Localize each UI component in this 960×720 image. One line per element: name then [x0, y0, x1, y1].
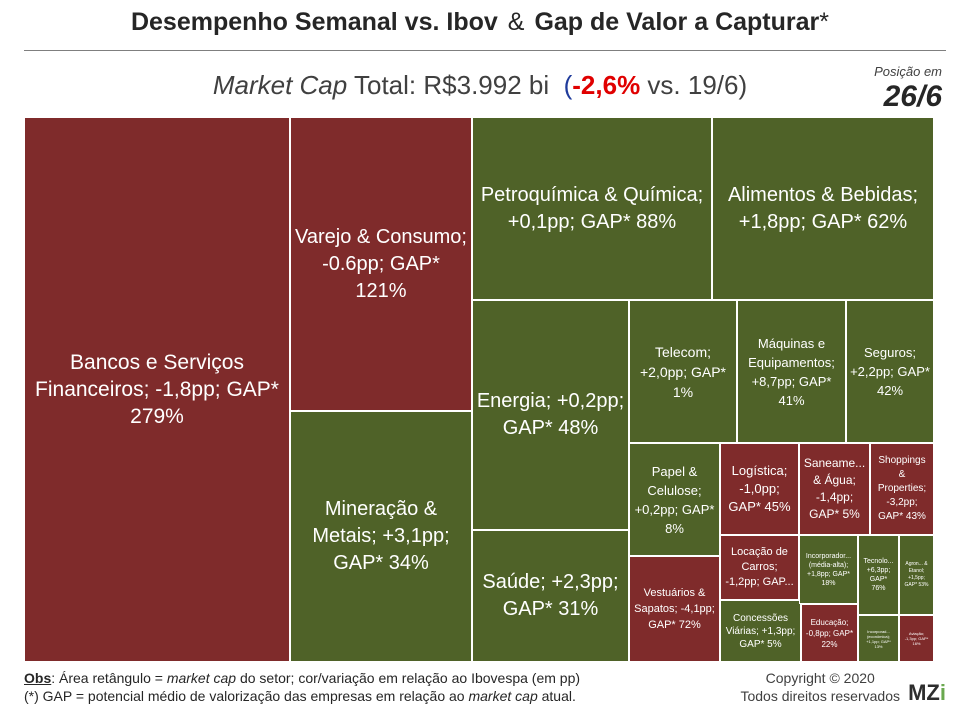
- obs-text-a: : Área retângulo =: [51, 670, 163, 686]
- title-part2: Gap de Valor a Capturar: [534, 8, 820, 36]
- treemap-tile: Telecom; +2,0pp; GAP* 1%: [629, 300, 737, 443]
- treemap-tile: Energia; +0,2pp; GAP* 48%: [472, 300, 629, 530]
- tile-label: Agron... & Etanol; +1,5pp; GAP* 53%: [904, 561, 929, 588]
- treemap-tile: Locação de Carros; -1,2pp; GAP...: [720, 535, 799, 600]
- gap-text-a: (*) GAP = potencial médio de valorização…: [24, 688, 465, 704]
- treemap-tile: Papel & Celulose; +0,2pp; GAP* 8%: [629, 443, 720, 556]
- tile-label: Saneame... & Água; -1,4pp; GAP* 5%: [803, 456, 866, 521]
- tile-label: Energia; +0,2pp; GAP* 48%: [476, 390, 625, 439]
- treemap-tile: Seguros; +2,2pp; GAP* 42%: [846, 300, 934, 443]
- market-cap-subtitle: Market Cap Total: R$3.992 bi (-2,6% vs. …: [0, 70, 960, 101]
- treemap-tile: Incorporador... (média-alta); +1,8pp; GA…: [799, 535, 858, 604]
- copyright-text: Copyright © 2020: [765, 670, 875, 686]
- title-star: *: [819, 8, 830, 36]
- tile-label: Aviação; -1,3pp; GAP* 16%: [904, 631, 929, 646]
- tile-label: Shoppings & Properties; -3,2pp; GAP* 43%: [877, 455, 927, 522]
- tile-label: Incorporad... (econômica); +1,1pp; GAP* …: [866, 628, 891, 649]
- title-part1: Desempenho Semanal vs. Ibov: [130, 8, 498, 36]
- treemap-tile: Bancos e Serviços Financeiros; -1,8pp; G…: [24, 117, 290, 662]
- tile-label: Mineração & Metais; +3,1pp; GAP* 34%: [312, 498, 450, 574]
- obs-note: Obs: Área retângulo = market cap do seto…: [24, 669, 580, 687]
- market-cap-compare: vs. 19/6): [647, 70, 748, 100]
- chart-title: Desempenho Semanal vs. Ibov & Gap de Valor…: [0, 8, 960, 37]
- tile-label: Tecnolo... +6,3pp; GAP* 76%: [863, 558, 894, 592]
- treemap-tile: Educação; -0,8pp; GAP* 22%: [801, 604, 858, 662]
- market-cap-label: Market Cap: [212, 70, 348, 100]
- mzi-logo: MZi: [908, 680, 946, 706]
- treemap-tile: Alimentos & Bebidas; +1,8pp; GAP* 62%: [712, 117, 934, 300]
- tile-label: Incorporador... (média-alta); +1,8pp; GA…: [805, 552, 852, 587]
- copyright-block: Copyright © 2020 Todos direitos reservad…: [740, 669, 900, 705]
- paren-open: (: [563, 70, 573, 100]
- gap-market-cap: market cap: [468, 688, 538, 704]
- tile-label: Locação de Carros; -1,2pp; GAP...: [725, 546, 794, 588]
- market-cap-total: Total: R$3.992 bi: [354, 70, 550, 100]
- treemap-tile: Vestuários & Sapatos; -4,1pp; GAP* 72%: [629, 556, 720, 662]
- treemap-tile: Logística; -1,0pp; GAP* 45%: [720, 443, 799, 535]
- treemap-tile: Concessões Viárias; +1,3pp; GAP* 5%: [720, 600, 801, 662]
- gap-note: (*) GAP = potencial médio de valorização…: [24, 687, 580, 705]
- market-cap-change: -2,6%: [572, 70, 641, 100]
- tile-label: Logística; -1,0pp; GAP* 45%: [728, 463, 791, 514]
- tile-label: Máquinas e Equipamentos; +8,7pp; GAP* 41…: [748, 335, 835, 408]
- title-amp: &: [507, 8, 525, 36]
- treemap-tile: Agron... & Etanol; +1,5pp; GAP* 53%: [899, 535, 934, 615]
- tile-label: Papel & Celulose; +0,2pp; GAP* 8%: [634, 463, 715, 536]
- logo-mz: MZ: [908, 680, 940, 705]
- treemap-tile: Tecnolo... +6,3pp; GAP* 76%: [858, 535, 899, 615]
- tile-label: Concessões Viárias; +1,3pp; GAP* 5%: [725, 612, 796, 650]
- tile-label: Seguros; +2,2pp; GAP* 42%: [850, 345, 930, 398]
- tile-label: Varejo & Consumo; -0.6pp; GAP* 121%: [295, 225, 467, 302]
- treemap-tile: Petroquímica & Química; +0,1pp; GAP* 88%: [472, 117, 712, 300]
- tile-label: Petroquímica & Química; +0,1pp; GAP* 88%: [480, 183, 704, 233]
- treemap-tile: Mineração & Metais; +3,1pp; GAP* 34%: [290, 411, 472, 662]
- obs-market-cap: market cap: [166, 670, 237, 686]
- tile-label: Saúde; +2,3pp; GAP* 31%: [482, 571, 619, 620]
- tile-label: Educação; -0,8pp; GAP* 22%: [805, 617, 854, 649]
- position-date: 26/6: [883, 80, 942, 113]
- treemap-tile: Shoppings & Properties; -3,2pp; GAP* 43%: [870, 443, 934, 535]
- tile-label: Bancos e Serviços Financeiros; -1,8pp; G…: [35, 351, 279, 428]
- position-label: Posição em: [874, 64, 942, 79]
- treemap-tile: Saúde; +2,3pp; GAP* 31%: [472, 530, 629, 662]
- tile-label: Vestuários & Sapatos; -4,1pp; GAP* 72%: [634, 587, 715, 631]
- tile-label: Telecom; +2,0pp; GAP* 1%: [639, 343, 726, 400]
- obs-label: Obs: [24, 670, 52, 686]
- treemap-tile: Incorporad... (econômica); +1,1pp; GAP* …: [858, 615, 899, 662]
- tile-label: Alimentos & Bebidas; +1,8pp; GAP* 62%: [727, 183, 919, 233]
- treemap-tile: Aviação; -1,3pp; GAP* 16%: [899, 615, 934, 662]
- title-divider: [24, 50, 946, 51]
- treemap-tile: Varejo & Consumo; -0.6pp; GAP* 121%: [290, 117, 472, 411]
- obs-text-b: do setor; cor/variação em relação ao Ibo…: [239, 670, 581, 686]
- logo-i: i: [939, 680, 946, 705]
- gap-text-b: atual.: [541, 688, 576, 704]
- treemap-tile: Saneame... & Água; -1,4pp; GAP* 5%: [799, 443, 870, 535]
- rights-text: Todos direitos reservados: [740, 688, 900, 704]
- footnotes: Obs: Área retângulo = market cap do seto…: [24, 669, 580, 705]
- treemap-tile: Máquinas e Equipamentos; +8,7pp; GAP* 41…: [737, 300, 846, 443]
